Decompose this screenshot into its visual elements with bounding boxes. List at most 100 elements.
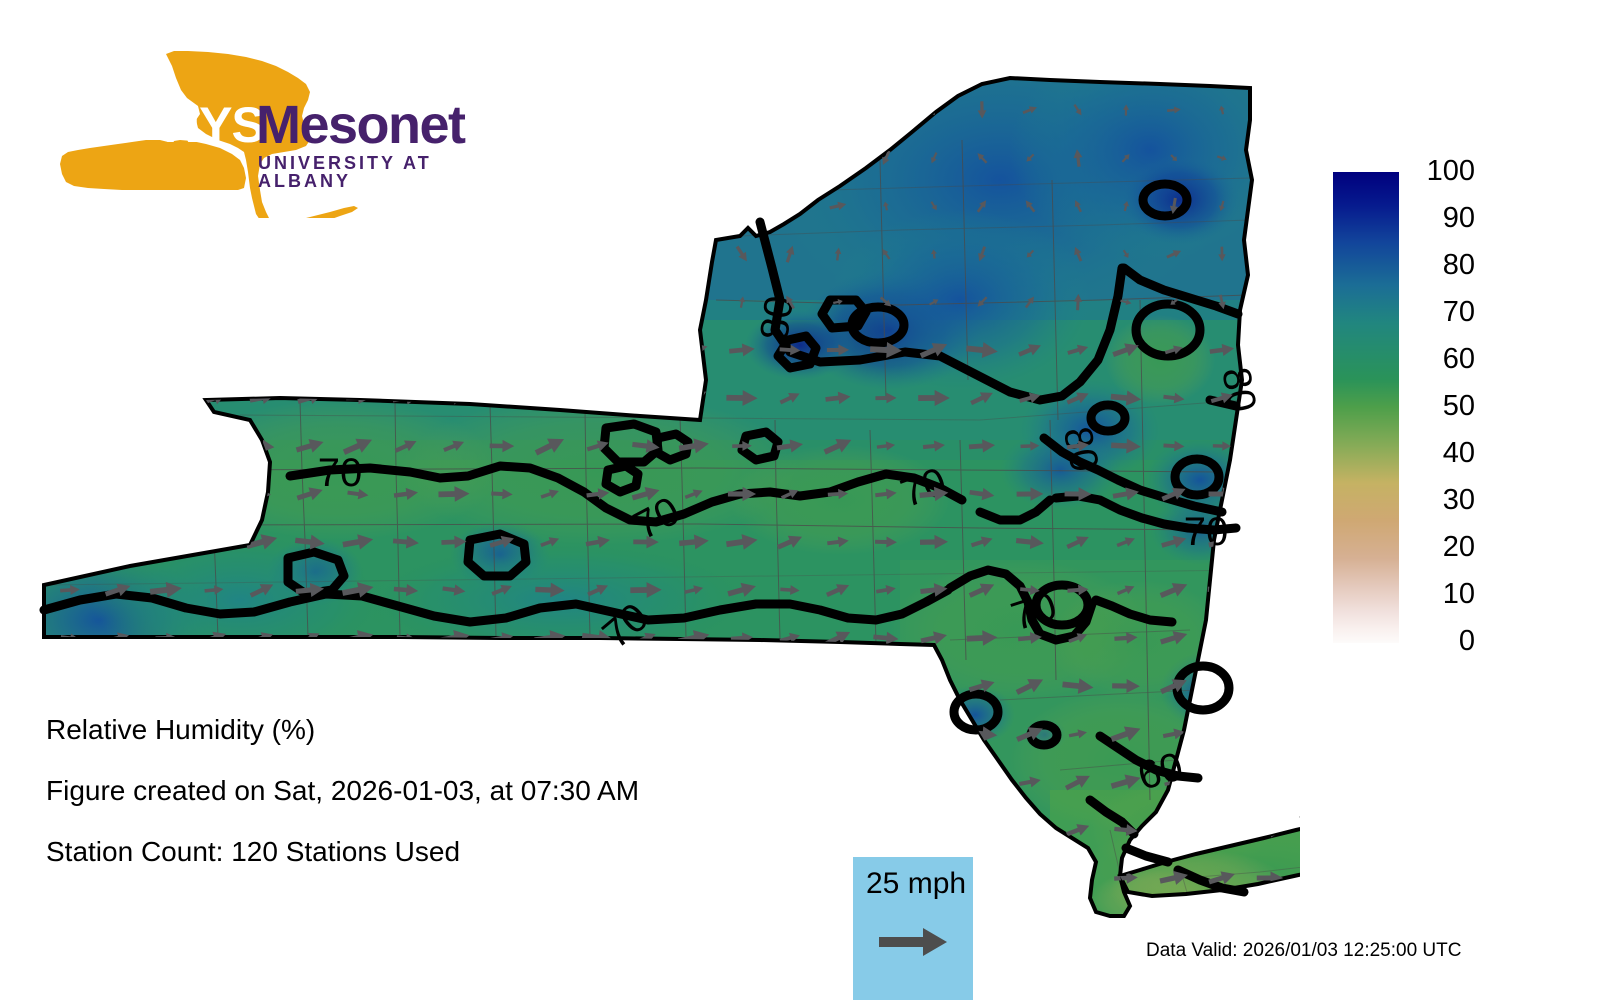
wind-arrow xyxy=(776,535,803,550)
wind-arrow xyxy=(293,678,326,694)
rh-contour-lines xyxy=(39,179,1249,897)
wind-arrow xyxy=(684,585,704,595)
wind-arrow xyxy=(539,344,561,356)
wind-arrow xyxy=(825,584,850,597)
wind-arrow xyxy=(112,249,124,260)
wind-arrow xyxy=(1024,296,1035,309)
wind-arrow xyxy=(732,441,752,451)
wind-arrow xyxy=(970,392,993,406)
wind-arrow xyxy=(162,106,171,113)
wind-arrow xyxy=(833,299,843,305)
wind-arrow xyxy=(438,486,470,502)
wind-arrow xyxy=(295,582,325,598)
colorbar-tick: 60 xyxy=(1442,343,1475,375)
wind-arrow xyxy=(60,537,80,547)
wind-arrow xyxy=(1162,728,1185,740)
wind-arrow xyxy=(689,104,699,115)
wind-arrow xyxy=(642,106,649,114)
wind-arrow xyxy=(825,391,851,405)
wind-arrow xyxy=(1018,344,1041,357)
colorbar-tick: 0 xyxy=(1458,625,1475,657)
wind-arrow xyxy=(1067,344,1089,356)
logo-primary-text: NYS xyxy=(164,97,265,153)
wind-arrow xyxy=(633,535,659,549)
wind-arrow xyxy=(545,154,556,161)
wind-arrow xyxy=(918,822,949,840)
wind-arrow xyxy=(354,151,362,165)
wind-arrow xyxy=(1114,824,1138,836)
wind-arrow xyxy=(1208,871,1235,885)
wind-arrow xyxy=(641,293,651,311)
wind-arrow xyxy=(826,344,850,356)
wind-arrow xyxy=(107,488,129,500)
wind-arrow xyxy=(210,106,218,114)
wind-arrow xyxy=(1065,824,1090,837)
wind-arrow xyxy=(679,534,709,550)
wind-arrow xyxy=(249,343,274,357)
wind-arrow xyxy=(822,870,853,886)
wind-arrow xyxy=(727,486,757,502)
figure-created-text: Figure created on Sat, 2026-01-03, at 07… xyxy=(46,775,640,806)
wind-arrow xyxy=(735,245,747,262)
wind-arrow xyxy=(67,153,73,163)
wind-arrow xyxy=(883,201,889,211)
wind-arrow xyxy=(156,681,175,692)
wind-arrow xyxy=(965,342,998,358)
wind-arrow xyxy=(919,774,948,790)
wind-arrow xyxy=(494,106,509,114)
wind-arrow xyxy=(1209,727,1235,741)
wind-arrow xyxy=(1216,155,1227,161)
wind-arrow xyxy=(875,488,897,500)
wind-arrow xyxy=(684,681,704,691)
wind-arrow xyxy=(976,200,987,213)
wind-arrow xyxy=(1123,104,1130,116)
wind-arrow xyxy=(1167,106,1181,114)
wind-arrow xyxy=(584,343,612,357)
wind-arrow xyxy=(1164,345,1183,355)
wind-arrow xyxy=(1114,872,1138,884)
wind-arrow xyxy=(641,197,651,215)
wind-arrow xyxy=(547,201,553,211)
colorbar xyxy=(1333,172,1399,643)
colorbar-tick-labels: 100 90 80 70 60 50 40 30 20 10 0 xyxy=(1403,152,1475,672)
wind-arrow xyxy=(780,489,799,500)
wind-arrow xyxy=(825,776,850,788)
wind-arrow xyxy=(689,201,700,210)
wind-arrow xyxy=(1219,105,1225,115)
wind-arrow xyxy=(1159,870,1188,885)
contour-label: 80 xyxy=(1213,364,1264,415)
wind-arrow xyxy=(445,202,462,211)
wind-arrow xyxy=(204,585,224,595)
wind-arrow xyxy=(161,249,170,258)
wind-arrow xyxy=(1064,487,1092,501)
wind-arrow xyxy=(631,487,660,501)
wind-arrow xyxy=(1073,103,1082,116)
wind-arrow xyxy=(498,251,506,258)
wind-arrow xyxy=(1066,440,1089,452)
wind-arrow xyxy=(1112,343,1139,358)
wind-arrow xyxy=(392,535,419,549)
wind-arrow xyxy=(1209,343,1235,357)
wind-arrow xyxy=(393,583,419,597)
wind-arrow xyxy=(1067,584,1089,596)
wind-arrow xyxy=(586,440,609,452)
wind-arrow xyxy=(108,441,128,452)
wind-arrow xyxy=(1209,631,1235,645)
wind-arrow xyxy=(443,440,465,452)
wind-arrow xyxy=(971,872,993,884)
wind-arrow xyxy=(726,390,758,406)
wind-arrow xyxy=(1159,822,1188,837)
colorbar-tick: 40 xyxy=(1442,437,1475,469)
wind-arrow xyxy=(67,105,74,115)
wind-arrow xyxy=(1170,298,1179,305)
wind-arrow xyxy=(882,150,891,166)
wind-arrow xyxy=(1256,583,1284,597)
wind-arrow xyxy=(1207,774,1237,790)
wind-arrow xyxy=(65,293,75,311)
logo-subtitle: UNIVERSITY AT ALBANY xyxy=(258,153,432,191)
wind-arrow xyxy=(919,486,949,502)
wind-arrow xyxy=(726,534,758,550)
wind-arrow xyxy=(835,104,842,116)
wind-arrow xyxy=(1111,438,1141,454)
wind-arrow xyxy=(534,438,564,456)
